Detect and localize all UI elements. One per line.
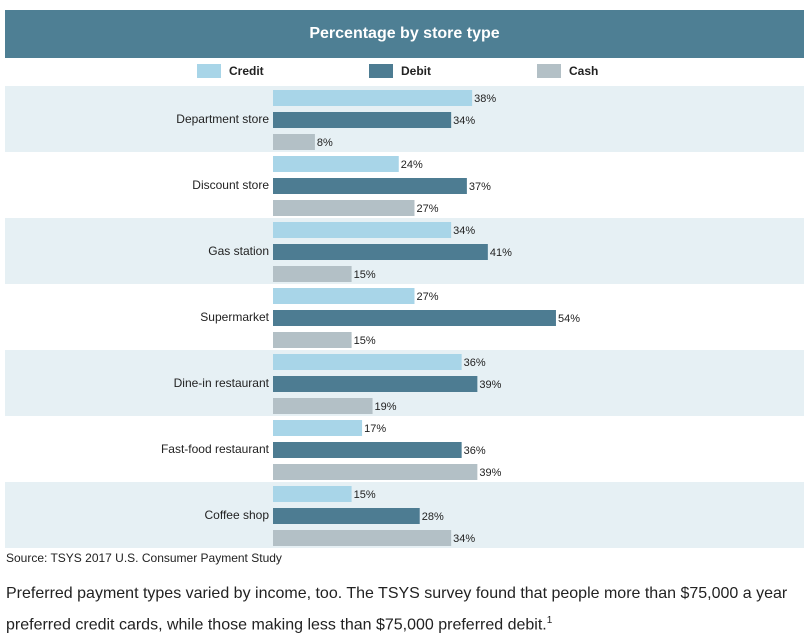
bar-cash-coffee-shop bbox=[273, 530, 452, 546]
legend-label-cash: Cash bbox=[569, 64, 599, 78]
bar-credit-fast-food-restaurant bbox=[273, 420, 363, 436]
data-label-debit-gas-station: 41% bbox=[490, 247, 512, 259]
data-label-debit-coffee-shop: 28% bbox=[422, 511, 444, 523]
bar-cash-department-store bbox=[273, 134, 315, 150]
category-label-gas-station: Gas station bbox=[208, 244, 269, 258]
data-label-debit-discount-store: 37% bbox=[469, 181, 491, 193]
bar-debit-department-store bbox=[273, 112, 452, 128]
data-label-cash-gas-station: 15% bbox=[354, 269, 376, 281]
chart-title: Percentage by store type bbox=[309, 25, 500, 42]
legend-swatch-credit bbox=[197, 64, 221, 78]
data-label-debit-department-store: 34% bbox=[453, 115, 475, 127]
bar-cash-dine-in-restaurant bbox=[273, 398, 373, 414]
bar-cash-gas-station bbox=[273, 266, 352, 282]
chart-source: Source: TSYS 2017 U.S. Consumer Payment … bbox=[6, 551, 282, 565]
data-label-cash-department-store: 8% bbox=[317, 137, 333, 149]
bar-debit-fast-food-restaurant bbox=[273, 442, 462, 458]
bar-debit-dine-in-restaurant bbox=[273, 376, 478, 392]
legend-item-cash: Cash bbox=[537, 64, 598, 78]
bar-debit-coffee-shop bbox=[273, 508, 420, 524]
data-label-credit-discount-store: 24% bbox=[401, 159, 423, 171]
data-label-debit-dine-in-restaurant: 39% bbox=[479, 379, 501, 391]
category-label-discount-store: Discount store bbox=[192, 178, 269, 192]
data-label-debit-fast-food-restaurant: 36% bbox=[464, 445, 486, 457]
data-label-credit-department-store: 38% bbox=[474, 93, 496, 105]
legend-label-debit: Debit bbox=[401, 64, 431, 78]
data-label-cash-dine-in-restaurant: 19% bbox=[375, 401, 397, 413]
data-label-credit-fast-food-restaurant: 17% bbox=[364, 423, 386, 435]
bar-chart: Department store 38% 34% 8% Discount store 24… bbox=[5, 86, 804, 548]
category-label-dine-in-restaurant: Dine-in restaurant bbox=[174, 376, 270, 390]
legend-item-credit: Credit bbox=[197, 64, 264, 78]
bar-debit-supermarket bbox=[273, 310, 556, 326]
bar-credit-coffee-shop bbox=[273, 486, 352, 502]
bar-credit-gas-station bbox=[273, 222, 452, 238]
bar-credit-department-store bbox=[273, 90, 473, 106]
body-paragraph: Preferred payment types varied by income… bbox=[6, 580, 806, 638]
legend-label-credit: Credit bbox=[229, 64, 264, 78]
data-label-cash-supermarket: 15% bbox=[354, 335, 376, 347]
data-label-debit-supermarket: 54% bbox=[558, 313, 580, 325]
data-label-credit-supermarket: 27% bbox=[416, 291, 438, 303]
legend-swatch-cash bbox=[537, 64, 561, 78]
category-label-department-store: Department store bbox=[176, 112, 269, 126]
data-label-cash-coffee-shop: 34% bbox=[453, 533, 475, 545]
data-label-credit-gas-station: 34% bbox=[453, 225, 475, 237]
category-label-supermarket: Supermarket bbox=[200, 310, 269, 324]
category-label-fast-food-restaurant: Fast-food restaurant bbox=[161, 442, 270, 456]
chart-header: Percentage by store type bbox=[5, 10, 804, 58]
bar-cash-fast-food-restaurant bbox=[273, 464, 478, 480]
bar-credit-discount-store bbox=[273, 156, 399, 172]
footnote-marker[interactable]: 1 bbox=[546, 615, 553, 626]
bar-cash-supermarket bbox=[273, 332, 352, 348]
data-label-cash-fast-food-restaurant: 39% bbox=[479, 467, 501, 479]
bar-credit-supermarket bbox=[273, 288, 415, 304]
data-label-credit-dine-in-restaurant: 36% bbox=[464, 357, 486, 369]
bar-debit-discount-store bbox=[273, 178, 467, 194]
legend-item-debit: Debit bbox=[369, 64, 431, 78]
bar-credit-dine-in-restaurant bbox=[273, 354, 462, 370]
data-label-cash-discount-store: 27% bbox=[416, 203, 438, 215]
data-label-credit-coffee-shop: 15% bbox=[354, 489, 376, 501]
legend-swatch-debit bbox=[369, 64, 393, 78]
chart-legend: Credit Debit Cash bbox=[0, 62, 809, 84]
paragraph-text: Preferred payment types varied by income… bbox=[6, 585, 788, 634]
bar-debit-gas-station bbox=[273, 244, 488, 260]
category-label-coffee-shop: Coffee shop bbox=[205, 508, 270, 522]
bar-cash-discount-store bbox=[273, 200, 415, 216]
